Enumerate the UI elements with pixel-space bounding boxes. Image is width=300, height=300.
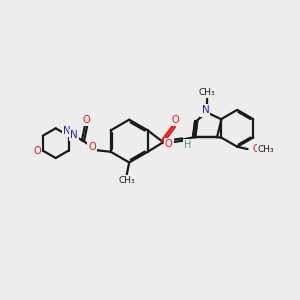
Text: CH₃: CH₃ (258, 145, 274, 154)
Text: O: O (34, 146, 41, 156)
Text: H: H (184, 140, 191, 150)
Text: O: O (165, 139, 172, 149)
Text: CH₃: CH₃ (118, 176, 135, 185)
Text: N: N (63, 126, 70, 136)
Text: O: O (83, 115, 91, 125)
Text: N: N (70, 130, 78, 140)
Text: N: N (202, 106, 209, 116)
Text: O: O (253, 144, 260, 154)
Text: CH₃: CH₃ (199, 88, 215, 97)
Text: O: O (171, 115, 179, 125)
Text: O: O (88, 142, 96, 152)
